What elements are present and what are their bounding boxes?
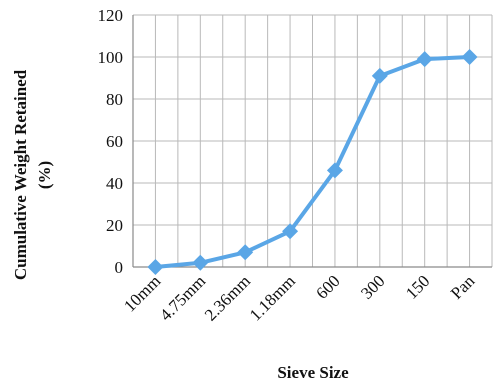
x-tick-label: 2.36mm bbox=[201, 271, 254, 324]
chart-grid bbox=[133, 14, 493, 267]
x-tick-label: Pan bbox=[447, 271, 479, 303]
y-axis-title-line1: Cumulative Weight Retained bbox=[11, 69, 30, 280]
data-point-diamond-icon bbox=[461, 49, 478, 65]
y-axis-title: Cumulative Weight Retained (%) bbox=[11, 69, 54, 280]
y-tick-label: 0 bbox=[115, 258, 124, 277]
data-point-diamond-icon bbox=[147, 259, 164, 275]
x-axis-title: Sieve Size bbox=[277, 363, 349, 382]
data-point-diamond-icon bbox=[416, 51, 433, 68]
y-tick-label: 60 bbox=[106, 132, 123, 151]
series-layer bbox=[147, 49, 478, 275]
data-point-diamond-icon bbox=[237, 244, 254, 261]
data-point-diamond-icon bbox=[282, 223, 299, 240]
x-tick-label: 4.75mm bbox=[156, 271, 209, 324]
series-line bbox=[153, 55, 472, 269]
chart-axes bbox=[132, 15, 492, 268]
y-tick-label: 20 bbox=[106, 216, 123, 235]
y-axis-title-line2: (%) bbox=[35, 161, 54, 189]
x-tick-label: 300 bbox=[357, 271, 388, 302]
y-tick-label: 120 bbox=[98, 6, 124, 25]
y-tick-label: 40 bbox=[106, 174, 123, 193]
y-tick-labels: 0 20 40 60 80 100 120 bbox=[98, 6, 124, 277]
data-point-diamond-icon bbox=[326, 162, 343, 179]
x-tick-label: 600 bbox=[312, 271, 343, 302]
x-tick-label: 150 bbox=[402, 271, 433, 302]
x-tick-label: 1.18mm bbox=[246, 271, 299, 324]
data-point-diamond-icon bbox=[371, 67, 388, 84]
y-tick-label: 100 bbox=[98, 48, 124, 67]
y-tick-label: 80 bbox=[106, 90, 123, 109]
data-point-diamond-icon bbox=[192, 254, 209, 271]
